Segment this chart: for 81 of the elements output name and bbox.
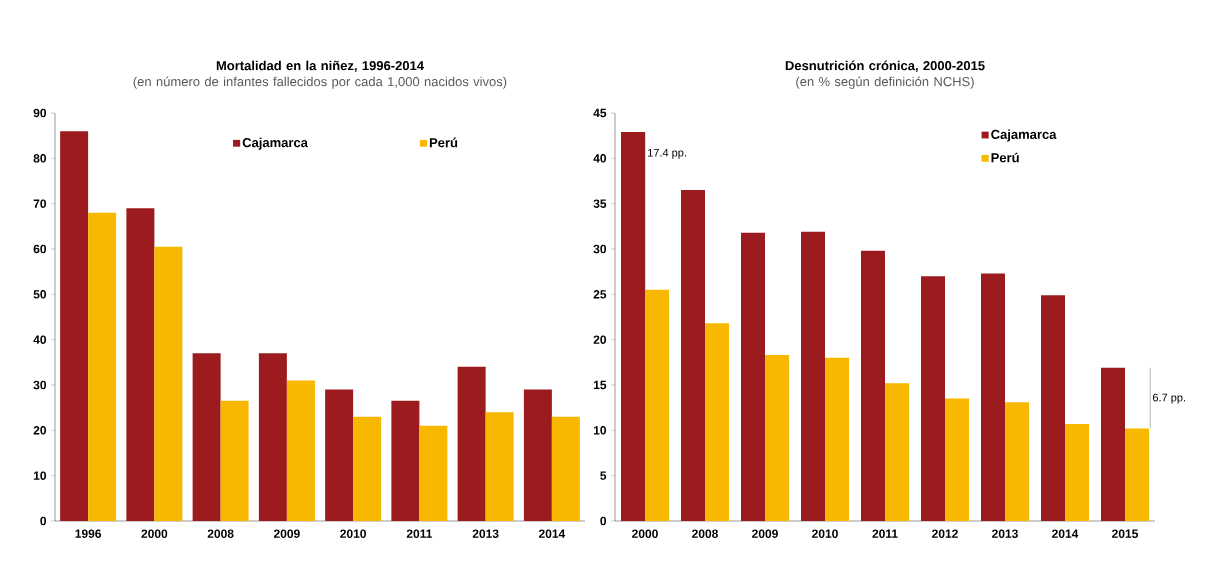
x-tick-label: 2000: [632, 529, 658, 538]
bar: [258, 353, 287, 521]
x-tick-label: 2008: [692, 529, 718, 538]
bar: [921, 276, 945, 521]
y-tick-label: 70: [33, 199, 47, 208]
bar: [645, 289, 670, 521]
y-tick-label: 60: [33, 244, 47, 254]
legend-label: Cajamarca: [242, 137, 308, 150]
bar: [705, 323, 730, 521]
y-tick-label: 10: [593, 426, 607, 435]
x-tick-label: 2011: [406, 529, 433, 538]
bar: [391, 400, 420, 521]
bar: [220, 400, 249, 521]
bar: [801, 231, 826, 521]
bar: [457, 366, 486, 521]
legend-label: Cajamarca: [991, 129, 1057, 142]
bar: [325, 389, 354, 521]
bar: [825, 357, 850, 521]
x-tick-label: 2013: [472, 529, 499, 538]
y-tick-label: 50: [33, 290, 47, 299]
x-tick-label: 2014: [1052, 529, 1079, 538]
x-tick-label: 2011: [872, 529, 898, 538]
bar: [981, 273, 1006, 521]
x-tick-label: 2015: [1112, 529, 1139, 538]
x-tick-label: 2010: [340, 529, 366, 538]
x-tick-label: 2013: [992, 529, 1018, 538]
bar: [523, 389, 552, 521]
y-tick-label: 15: [593, 380, 607, 390]
annotation: 17.4 pp.: [648, 148, 686, 159]
bar: [1101, 367, 1125, 521]
y-tick-label: 30: [593, 244, 607, 254]
chart-title: Desnutrición crónica, 2000-2015: [785, 60, 985, 73]
annotation: 6.7 pp.: [1152, 393, 1186, 404]
chart-subtitle: (en % según definición NCHS): [796, 76, 974, 89]
chart-subtitle: (en número de infantes fallecidos por cada 1,000 nacidos vivos): [133, 76, 507, 89]
y-tick-label: 45: [593, 108, 607, 118]
x-tick-label: 2008: [207, 529, 234, 538]
bar: [551, 416, 580, 521]
y-tick-label: 40: [33, 335, 47, 344]
x-tick-label: 2009: [273, 529, 300, 538]
x-tick-label: 2009: [752, 529, 778, 538]
x-tick-label: 2014: [538, 529, 566, 538]
y-tick-label: 80: [33, 154, 47, 163]
y-tick-label: 25: [593, 290, 607, 299]
bar: [1065, 423, 1089, 521]
legend-label: Perú: [991, 152, 1019, 163]
x-tick-label: 2012: [932, 529, 958, 538]
bar: [681, 190, 706, 521]
x-tick-label: 2000: [141, 529, 168, 538]
bar: [154, 246, 183, 521]
legend-label: Perú: [429, 137, 458, 148]
y-tick-label: 40: [593, 154, 607, 163]
bar: [621, 132, 646, 521]
chart-title: Mortalidad en la niñez, 1996-2014: [216, 60, 424, 73]
bar: [60, 131, 89, 521]
bar: [353, 416, 382, 521]
bar: [1041, 295, 1065, 521]
bar: [88, 212, 117, 521]
x-tick-label: 1996: [75, 529, 102, 538]
y-tick-label: 0: [40, 516, 47, 526]
y-tick-label: 90: [33, 108, 47, 118]
bar: [741, 232, 765, 521]
bar: [419, 425, 448, 521]
y-tick-label: 10: [33, 471, 47, 480]
bar: [485, 412, 514, 521]
bar: [885, 383, 909, 521]
bar: [765, 355, 789, 521]
bar: [286, 380, 315, 521]
y-tick-label: 0: [600, 516, 607, 526]
bar: [126, 208, 155, 521]
bar: [945, 398, 969, 521]
bar: [1005, 402, 1029, 521]
x-tick-label: 2010: [812, 529, 838, 538]
y-tick-label: 5: [600, 471, 607, 480]
bar: [861, 250, 885, 521]
y-tick-label: 30: [33, 380, 47, 390]
y-tick-label: 20: [33, 426, 47, 435]
y-tick-label: 35: [593, 199, 607, 208]
y-tick-label: 20: [593, 335, 607, 344]
bar: [1125, 428, 1149, 521]
bar: [192, 353, 221, 521]
